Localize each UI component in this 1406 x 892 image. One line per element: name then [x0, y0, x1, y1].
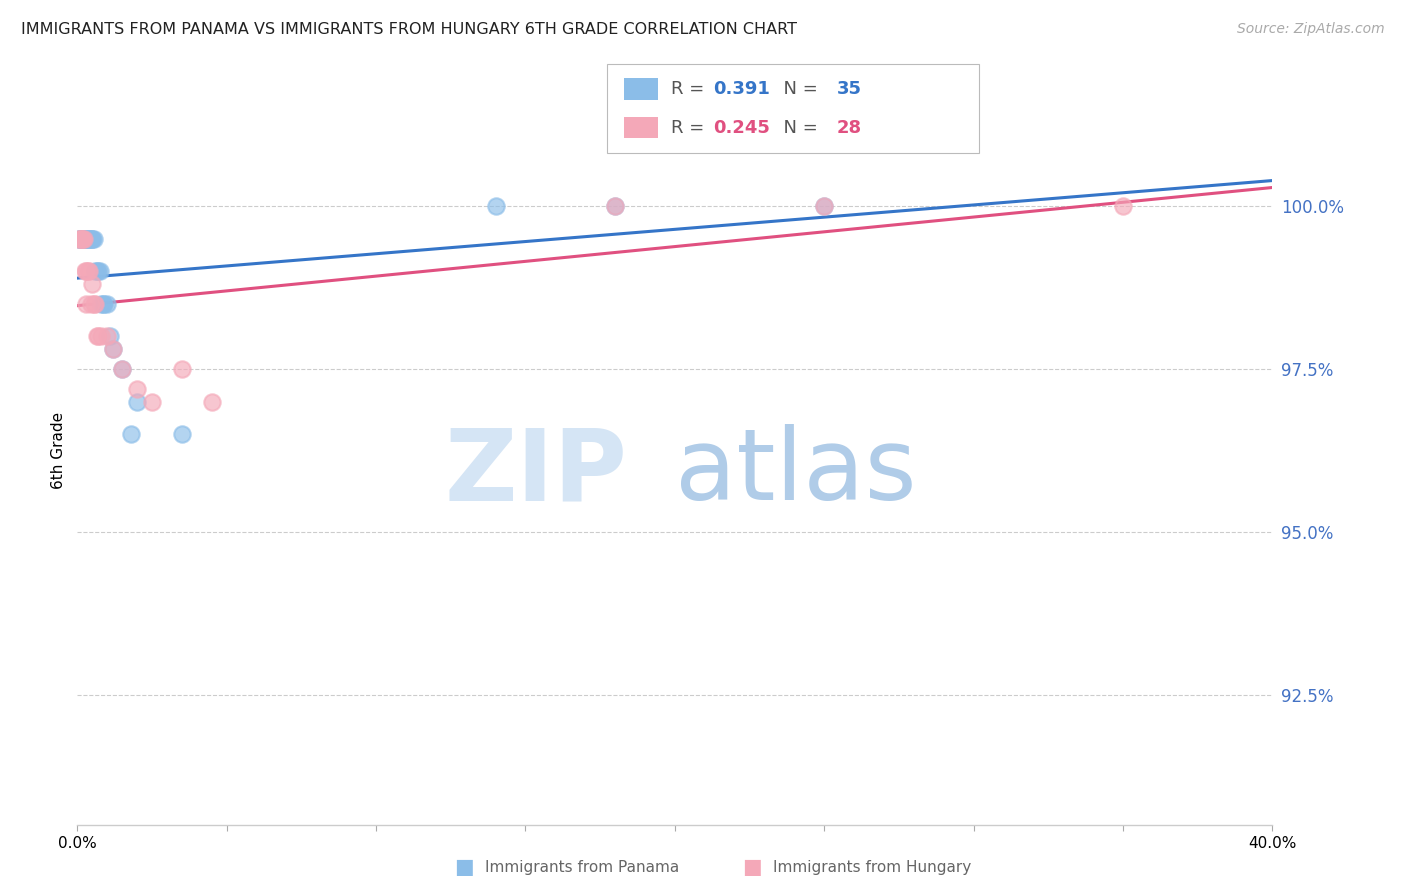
Point: [75, 232, 97, 246]
Point: [73, 232, 96, 246]
Text: IMMIGRANTS FROM PANAMA VS IMMIGRANTS FROM HUNGARY 6TH GRADE CORRELATION CHART: IMMIGRANTS FROM PANAMA VS IMMIGRANTS FRO…: [21, 22, 797, 37]
Point: [111, 362, 134, 376]
Point: [813, 199, 835, 213]
Point: [69, 232, 91, 246]
Text: ZIP: ZIP: [444, 425, 627, 522]
Point: [80, 232, 103, 246]
Point: [120, 427, 142, 442]
Point: [76, 232, 98, 246]
Text: ■: ■: [454, 857, 474, 877]
Y-axis label: 6th Grade: 6th Grade: [51, 412, 66, 489]
Point: [79, 232, 101, 246]
Point: [91, 297, 114, 311]
Point: [84, 297, 107, 311]
Point: [67, 232, 90, 246]
Text: R =: R =: [671, 80, 710, 98]
Point: [80, 232, 103, 246]
Point: [86, 329, 108, 343]
Point: [84, 264, 107, 278]
Point: [605, 199, 627, 213]
Point: [87, 329, 110, 343]
Point: [141, 394, 163, 409]
Point: [111, 362, 134, 376]
Point: [103, 343, 124, 357]
Text: N =: N =: [772, 80, 824, 98]
Point: [485, 199, 508, 213]
Point: [69, 232, 91, 246]
Text: atlas: atlas: [675, 425, 917, 522]
Text: 0.391: 0.391: [713, 80, 769, 98]
Point: [75, 232, 97, 246]
Point: [170, 362, 193, 376]
Point: [96, 297, 118, 311]
Point: [96, 329, 118, 343]
Point: [89, 264, 111, 278]
Point: [73, 232, 96, 246]
Point: [80, 297, 103, 311]
Point: [69, 232, 91, 246]
Point: [73, 264, 96, 278]
Text: N =: N =: [772, 119, 824, 136]
Point: [77, 232, 100, 246]
Point: [86, 264, 108, 278]
Point: [70, 232, 93, 246]
Point: [67, 232, 90, 246]
Point: [605, 199, 627, 213]
Point: [201, 394, 224, 409]
Point: [76, 264, 98, 278]
Text: R =: R =: [671, 119, 710, 136]
Point: [70, 232, 93, 246]
Text: 35: 35: [837, 80, 862, 98]
Point: [73, 232, 96, 246]
Point: [103, 343, 124, 357]
Point: [70, 232, 93, 246]
Point: [82, 232, 104, 246]
Point: [813, 199, 835, 213]
Point: [75, 264, 97, 278]
Point: [72, 232, 94, 246]
Point: [70, 232, 93, 246]
Point: [1112, 199, 1135, 213]
Text: 0.245: 0.245: [713, 119, 769, 136]
Point: [87, 264, 110, 278]
Point: [72, 232, 94, 246]
Point: [93, 297, 115, 311]
Text: Immigrants from Panama: Immigrants from Panama: [485, 860, 679, 874]
Point: [170, 427, 193, 442]
Text: ■: ■: [742, 857, 762, 877]
Point: [90, 297, 112, 311]
Point: [90, 329, 112, 343]
Text: 28: 28: [837, 119, 862, 136]
Text: Immigrants from Hungary: Immigrants from Hungary: [773, 860, 972, 874]
Point: [127, 382, 149, 396]
Point: [72, 232, 94, 246]
Text: Source: ZipAtlas.com: Source: ZipAtlas.com: [1237, 22, 1385, 37]
Point: [75, 297, 97, 311]
Point: [127, 394, 149, 409]
Point: [82, 277, 104, 292]
Point: [83, 232, 105, 246]
Point: [79, 264, 101, 278]
Point: [83, 297, 105, 311]
Point: [98, 329, 121, 343]
